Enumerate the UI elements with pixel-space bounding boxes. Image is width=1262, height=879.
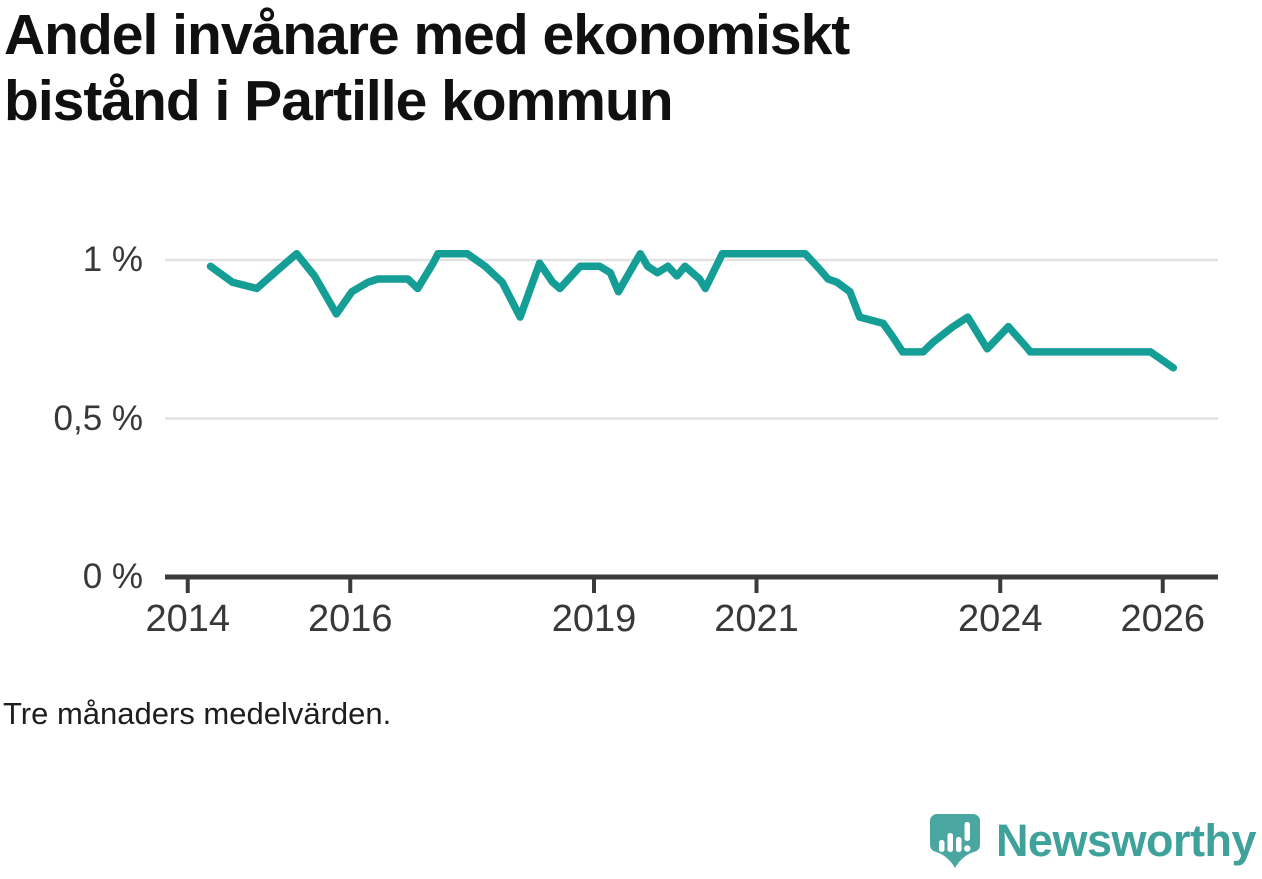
trend-line: [206, 249, 1178, 372]
y-tick-label: 1 %: [82, 240, 143, 279]
chart-title-line2: bistånd i Partille kommun: [4, 69, 674, 133]
x-tick-label: 2014: [145, 598, 231, 640]
newsworthy-wordmark: Newsworthy: [995, 815, 1257, 866]
chart-title-line1: Andel invånare med ekonomiskt: [4, 3, 850, 67]
newsworthy-logo-icon: [929, 814, 980, 868]
x-tick-label: 2024: [957, 598, 1043, 640]
chart-title: Andel invånare med ekonomiskt bistånd i …: [4, 2, 850, 134]
newsworthy-logo: Newsworthy: [927, 806, 1257, 876]
y-tick-label: 0 %: [82, 557, 143, 596]
x-tick-label: 2021: [714, 598, 799, 640]
x-tick-label: 2019: [551, 598, 637, 640]
footnote: Tre månaders medelvärden.: [3, 696, 392, 731]
x-tick-label: 2016: [307, 598, 393, 640]
x-tick-label: 2026: [1120, 598, 1206, 640]
y-tick-label: 0,5 %: [53, 398, 144, 438]
